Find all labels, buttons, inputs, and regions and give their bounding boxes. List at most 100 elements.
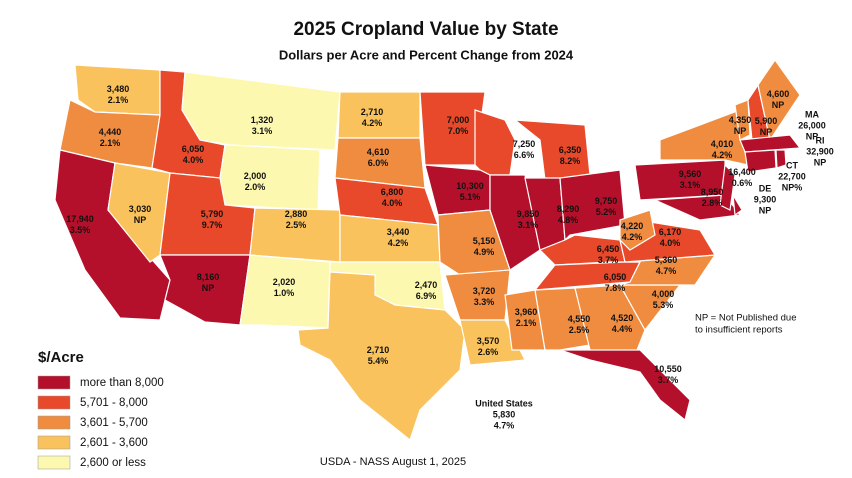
state — [559, 169, 626, 242]
state-value: 6,800 — [381, 187, 404, 197]
state — [619, 209, 656, 251]
state-value: 4,010 — [711, 139, 734, 149]
state-value: 4,550 — [568, 314, 591, 324]
state-change: NP — [760, 127, 773, 137]
states — [54, 58, 802, 442]
state-change: 2.1% — [108, 95, 129, 105]
state — [559, 349, 691, 422]
state-change: 2.1% — [516, 318, 537, 328]
state-change: 4.0% — [660, 238, 681, 248]
state-value: 8,950 — [701, 187, 724, 197]
state-change: 2.6% — [478, 347, 499, 357]
state — [757, 58, 801, 142]
state — [744, 149, 777, 173]
state — [474, 109, 516, 176]
state-value: 2,710 — [361, 107, 384, 117]
state-change: NP — [759, 205, 772, 215]
state-value: 32,900 — [806, 146, 834, 156]
state-change: 5.2% — [596, 207, 617, 217]
legend-swatch — [37, 395, 71, 410]
state-change: 3.1% — [252, 126, 273, 136]
state-change: 3.7% — [598, 255, 619, 265]
state-change: 4.2% — [622, 232, 643, 242]
state-change: 4.9% — [474, 247, 495, 257]
state-value: 2,000 — [244, 171, 267, 181]
note-line: to insufficient reports — [695, 325, 783, 336]
state — [239, 254, 331, 329]
state — [739, 134, 802, 153]
state-value: 8,160 — [197, 272, 220, 282]
state — [574, 284, 646, 356]
legend-label: 5,701 - 8,000 — [80, 397, 148, 409]
state-value: 9,850 — [517, 209, 540, 219]
state-change: 2.1% — [100, 138, 121, 148]
legend-label: 2,600 or less — [80, 457, 146, 469]
state-value: 4,600 — [767, 89, 790, 99]
legend-title: $/Acre — [38, 349, 84, 366]
state-change: NP — [734, 126, 747, 136]
state — [734, 99, 751, 141]
state-change: 6.6% — [514, 150, 535, 160]
state — [107, 162, 171, 263]
state-value: 2,470 — [415, 280, 438, 290]
state-labels: 3,4802.1%4,4402.1%17,9403.5%3,030NP6,050… — [66, 84, 834, 385]
state-change: 2.8% — [702, 198, 723, 208]
title: 2025 Cropland Value by State — [293, 19, 558, 40]
state-value: 4,520 — [611, 313, 634, 323]
state-value: 26,000 — [798, 120, 826, 130]
state-change: 2.5% — [286, 220, 307, 230]
legend: more than 8,000 5,701 - 8,000 3,601 - 5,70… — [37, 375, 164, 470]
state-value: 3,440 — [387, 227, 410, 237]
state-change: 5.4% — [368, 356, 389, 366]
state-change: 4.7% — [656, 266, 677, 276]
state-name: DE — [759, 183, 772, 193]
state-change: 4.2% — [712, 150, 733, 160]
state-value: 2,710 — [367, 345, 390, 355]
state-value: 7,000 — [447, 115, 470, 125]
state-change: NP — [772, 100, 785, 110]
state-change: NP — [806, 131, 819, 141]
state-change: 6.9% — [416, 291, 437, 301]
state-value: 3,960 — [515, 307, 538, 317]
state-value: 6,450 — [597, 244, 620, 254]
legend-swatch — [37, 435, 71, 450]
subtitle: Dollars per Acre and Percent Change from… — [279, 47, 574, 62]
state-change: 3.1% — [518, 220, 539, 230]
national-change: 4.7% — [494, 420, 515, 430]
state-value: 16,400 — [728, 167, 756, 177]
state-change: 6.0% — [368, 158, 389, 168]
state-value: 5,360 — [655, 255, 678, 265]
state-name: RI — [816, 135, 825, 145]
state-value: 6,050 — [604, 272, 627, 282]
state-value: 4,440 — [99, 127, 122, 137]
note-line: NP = Not Published due — [695, 313, 797, 324]
state-change: 2.5% — [569, 325, 590, 335]
state-change: 1.0% — [274, 288, 295, 298]
state-change: 0.6% — [732, 178, 753, 188]
state-value: 3,480 — [107, 84, 130, 94]
state-change: 5.1% — [460, 192, 481, 202]
national-value: 5,830 — [493, 409, 516, 419]
state-value: 6,170 — [659, 227, 682, 237]
state-value: 7,250 — [513, 139, 536, 149]
state — [534, 287, 591, 351]
state-change: 3.3% — [474, 297, 495, 307]
state — [219, 144, 321, 211]
state-change: 4.4% — [612, 324, 633, 334]
state-value: 5,900 — [755, 116, 778, 126]
state-value: 3,030 — [129, 204, 152, 214]
state-value: 9,300 — [754, 194, 777, 204]
state-change: NP — [202, 283, 215, 293]
legend-swatch — [37, 455, 71, 470]
state-value: 6,050 — [182, 144, 205, 154]
state-value: 4,000 — [652, 289, 675, 299]
state-change: 9.7% — [202, 220, 223, 230]
state-value: 10,550 — [654, 364, 682, 374]
legend-swatch — [37, 415, 71, 430]
legend-label: 2,601 - 3,600 — [80, 437, 148, 449]
state-value: 2,880 — [285, 209, 308, 219]
state-name: CT — [786, 160, 798, 170]
state-change: 8.2% — [560, 156, 581, 166]
state-value: 4,610 — [367, 147, 390, 157]
